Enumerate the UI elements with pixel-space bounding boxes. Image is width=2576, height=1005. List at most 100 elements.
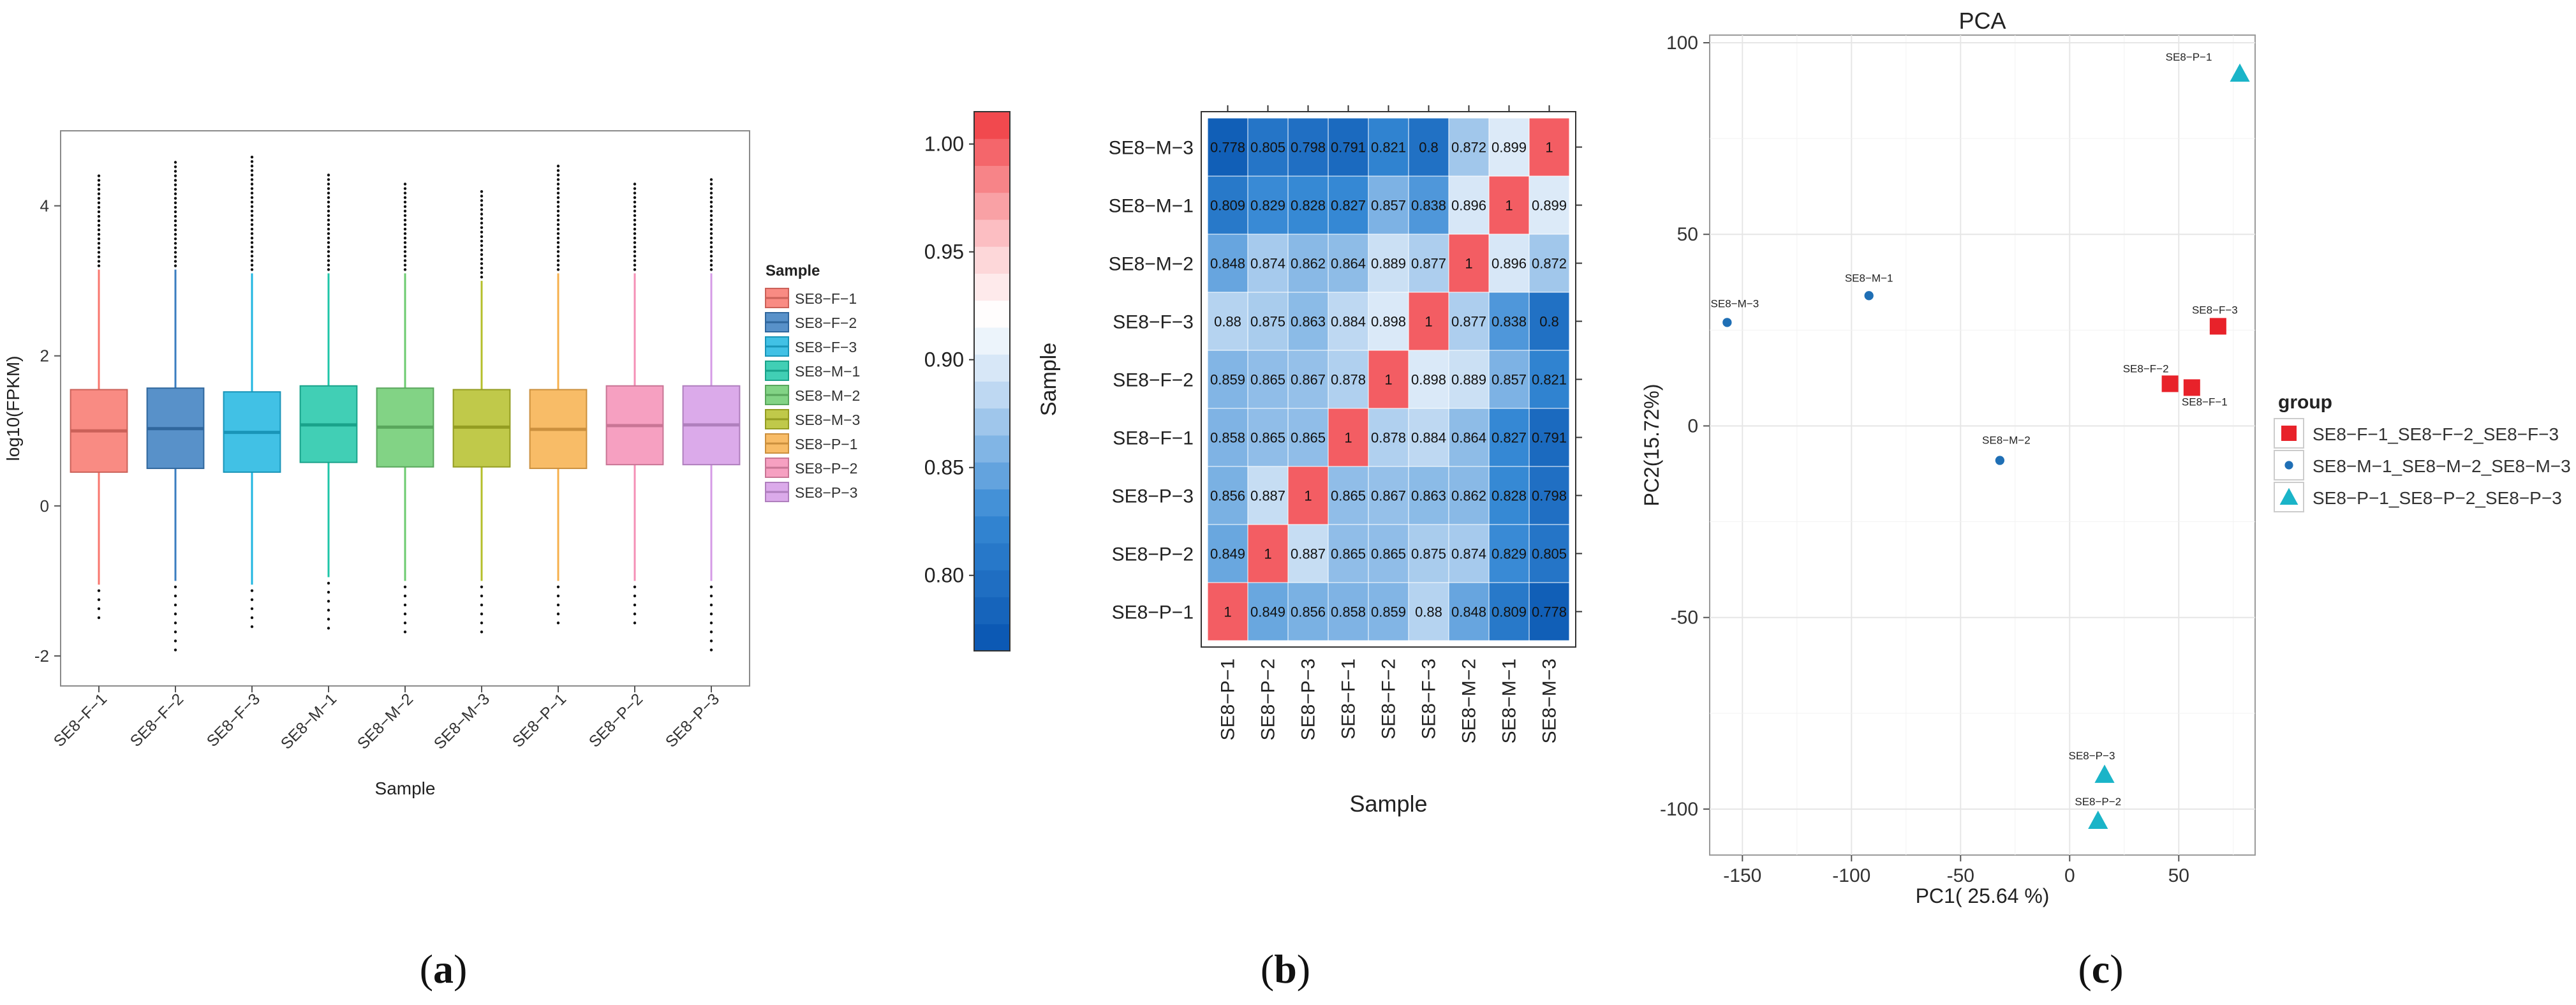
x-tick-label: SE8−P−3 xyxy=(662,690,723,750)
outlier-point xyxy=(556,178,560,181)
outlier-point xyxy=(480,230,484,234)
heatmap-cell xyxy=(1448,292,1490,351)
heatmap-cell-value: 0.898 xyxy=(1371,314,1406,330)
outlier-point xyxy=(480,603,484,607)
outlier-point xyxy=(327,250,330,253)
colorbar-band xyxy=(974,192,1010,220)
outlier-point xyxy=(174,179,177,182)
heatmap-cell-value: 0.827 xyxy=(1331,198,1366,214)
heatmap-cell-value: 0.884 xyxy=(1411,430,1446,446)
pca-point xyxy=(1864,291,1874,301)
heatmap-cell-value: 0.878 xyxy=(1371,430,1406,446)
heatmap-cell xyxy=(1488,408,1530,467)
heatmap-cell xyxy=(1287,466,1329,525)
x-tick-label: SE8−F−2 xyxy=(127,690,187,750)
legend-label: SE8−P−2 xyxy=(795,460,857,477)
outlier-point xyxy=(403,236,407,240)
heatmap-cell-value: 0.896 xyxy=(1451,198,1486,214)
colorbar-band xyxy=(974,354,1010,382)
pca-point xyxy=(2161,375,2179,392)
outlier-point xyxy=(250,227,254,231)
heatmap-cell-value: 0.887 xyxy=(1291,546,1326,562)
heatmap-cell xyxy=(1368,466,1409,525)
heatmap-cell-value: 0.778 xyxy=(1532,604,1567,620)
heatmap-cell-value: 0.877 xyxy=(1451,314,1486,330)
outlier-point xyxy=(97,219,101,223)
y-axis-label: Sample xyxy=(1037,343,1061,416)
row-label: SE8−P−2 xyxy=(1112,544,1194,565)
heatmap-cell xyxy=(1328,466,1369,525)
pca-point xyxy=(1995,456,2005,465)
outlier-point xyxy=(709,622,713,625)
heatmap-cell-value: 1 xyxy=(1264,546,1271,562)
row-label: SE8−F−2 xyxy=(1113,370,1194,391)
outlier-point xyxy=(480,190,484,193)
outlier-point xyxy=(633,218,637,222)
outlier-point xyxy=(480,594,484,598)
outlier-point xyxy=(403,227,407,231)
row-label: SE8−M−3 xyxy=(1109,138,1194,159)
heatmap-cell xyxy=(1529,175,1570,235)
outlier-point xyxy=(97,598,101,601)
outlier-point xyxy=(403,246,407,249)
colorbar-band xyxy=(974,246,1010,274)
outlier-point xyxy=(97,607,101,611)
outlier-point xyxy=(250,241,254,244)
panel-caption-c: (c) xyxy=(2078,946,2123,992)
heatmap-cell-value: 0.874 xyxy=(1250,256,1285,272)
y-axis-label: PC2(15.72%) xyxy=(1640,383,1663,506)
y-tick-label: 100 xyxy=(1666,33,1698,54)
outlier-point xyxy=(250,223,254,227)
outlier-point xyxy=(403,214,407,218)
outlier-point xyxy=(97,589,101,592)
outlier-point xyxy=(480,221,484,225)
outlier-point xyxy=(327,241,330,244)
x-tick-label: SE8−P−1 xyxy=(509,690,570,750)
outlier-point xyxy=(250,178,254,181)
heatmap-cell-value: 0.8 xyxy=(1419,140,1439,156)
heatmap-cell-value: 0.857 xyxy=(1371,198,1406,214)
heatmap-cell-value: 0.8 xyxy=(1539,314,1559,330)
legend-label: SE8−P−1 xyxy=(795,436,857,452)
outlier-point xyxy=(709,268,713,271)
heatmap-cell xyxy=(1368,582,1409,641)
heatmap-cell xyxy=(1247,408,1289,467)
outlier-point xyxy=(97,188,101,191)
heatmap-cell-value: 0.867 xyxy=(1371,488,1406,504)
col-label: SE8−F−2 xyxy=(1379,659,1400,740)
outlier-point xyxy=(327,196,330,199)
outlier-point xyxy=(174,639,177,643)
outlier-point xyxy=(403,250,407,253)
col-label: SE8−M−1 xyxy=(1499,659,1520,743)
heatmap-cell xyxy=(1287,234,1329,293)
heatmap-cell xyxy=(1287,582,1329,641)
outlier-point xyxy=(556,622,560,625)
heatmap-cell-value: 0.875 xyxy=(1250,314,1285,330)
outlier-point xyxy=(709,223,713,227)
legend-title: Sample xyxy=(766,262,820,279)
outlier-point xyxy=(556,268,560,271)
heatmap-cell xyxy=(1207,292,1248,351)
outlier-point xyxy=(174,210,177,214)
outlier-point xyxy=(480,585,484,589)
y-tick-label: 50 xyxy=(1677,224,1698,245)
pca-point-label: SE8−M−3 xyxy=(1711,297,1759,309)
outlier-point xyxy=(403,259,407,262)
heatmap-cell xyxy=(1207,524,1248,583)
heatmap-cell-value: 0.88 xyxy=(1214,314,1241,330)
heatmap-cell-value: 0.791 xyxy=(1532,430,1567,446)
plot-frame xyxy=(1709,34,2256,856)
heatmap-cell xyxy=(1529,117,1570,177)
x-tick-label: SE8−M−1 xyxy=(278,690,340,752)
heatmap-cell-value: 0.874 xyxy=(1451,546,1486,562)
heatmap-cell-value: 0.872 xyxy=(1532,256,1567,272)
col-label: SE8−P−1 xyxy=(1218,659,1239,740)
heatmap-cell-value: 0.809 xyxy=(1210,198,1245,214)
outlier-point xyxy=(403,268,407,271)
outlier-point xyxy=(174,603,177,607)
outlier-point xyxy=(327,187,330,190)
outlier-point xyxy=(709,630,713,634)
outlier-point xyxy=(174,264,177,267)
heatmap-cell xyxy=(1448,234,1490,293)
heatmap-cell xyxy=(1207,175,1248,235)
